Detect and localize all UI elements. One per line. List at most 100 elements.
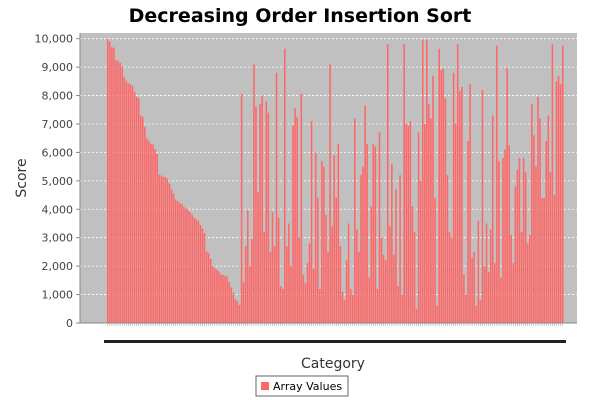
bar — [487, 271, 490, 323]
bar — [109, 41, 111, 323]
bar — [551, 44, 554, 324]
bar — [279, 286, 282, 323]
bar — [469, 84, 471, 324]
bar — [440, 69, 443, 324]
bar — [345, 260, 348, 323]
bar — [253, 64, 255, 324]
bar — [428, 104, 430, 323]
bar — [152, 144, 154, 323]
bar — [512, 263, 515, 323]
bar — [275, 72, 278, 323]
bar — [444, 98, 447, 323]
bar — [181, 204, 183, 323]
bar — [146, 138, 148, 323]
bar — [539, 118, 541, 323]
bar — [485, 223, 488, 323]
bar — [119, 62, 121, 323]
bar — [529, 234, 531, 323]
bar — [467, 141, 469, 323]
bar — [187, 209, 189, 323]
bar — [244, 246, 247, 323]
bar — [277, 217, 280, 323]
y-tick-label: 10,000 — [35, 33, 74, 46]
bar — [496, 45, 498, 323]
y-axis-label: Score — [14, 158, 30, 197]
bar — [508, 145, 510, 323]
bar — [271, 212, 274, 323]
bar — [257, 192, 259, 323]
bar — [436, 305, 438, 323]
bar — [491, 115, 494, 323]
bar — [533, 135, 535, 323]
bar — [500, 277, 502, 323]
bar — [471, 257, 473, 323]
bar — [354, 118, 356, 323]
bars — [107, 39, 564, 324]
bar — [174, 199, 177, 323]
bar — [380, 237, 383, 323]
bar — [477, 220, 480, 323]
bar — [306, 263, 309, 323]
bar — [288, 223, 290, 323]
y-tick-label: 2,000 — [42, 260, 74, 273]
bar — [123, 76, 126, 323]
y-tick-label: 0 — [66, 317, 73, 330]
bar — [117, 60, 119, 324]
bar — [547, 115, 550, 323]
bar — [543, 197, 545, 323]
bar — [189, 212, 191, 323]
bar — [459, 91, 461, 323]
bar — [347, 223, 350, 323]
bar — [327, 251, 329, 323]
bar — [135, 96, 138, 323]
bar — [395, 189, 397, 323]
bar — [337, 143, 340, 323]
bar — [321, 160, 323, 323]
bar — [207, 252, 210, 323]
bar — [510, 234, 513, 323]
bar — [339, 246, 342, 323]
bar — [224, 275, 226, 323]
bar — [249, 266, 251, 323]
y-tick-label: 5,000 — [42, 175, 74, 188]
legend-label: Array Values — [273, 380, 342, 393]
bar — [240, 93, 243, 323]
bar — [216, 269, 218, 323]
bar — [211, 266, 214, 323]
bar — [199, 224, 202, 323]
bar — [479, 300, 482, 323]
bar — [430, 118, 432, 323]
legend-swatch — [261, 382, 269, 390]
bar — [195, 219, 198, 323]
bar — [368, 277, 370, 323]
bar — [362, 166, 364, 323]
bar — [419, 180, 422, 323]
bar — [222, 274, 224, 323]
bar — [290, 266, 292, 323]
bar — [504, 149, 506, 323]
bar — [483, 266, 486, 323]
bar — [228, 282, 230, 323]
bar — [142, 116, 144, 324]
bar — [411, 206, 414, 323]
bar — [351, 294, 354, 323]
bar — [314, 152, 317, 323]
bar — [559, 84, 562, 324]
bar — [502, 158, 504, 323]
bar — [281, 288, 284, 323]
bar — [232, 292, 235, 323]
bar — [494, 263, 496, 323]
bar — [465, 294, 467, 323]
bar — [121, 66, 123, 324]
bar — [234, 299, 237, 323]
bar — [553, 195, 556, 323]
bar — [191, 214, 193, 323]
bar — [197, 220, 200, 323]
bar — [115, 60, 117, 323]
bar — [133, 91, 136, 323]
bar — [374, 146, 377, 323]
bar — [261, 95, 263, 323]
bar — [370, 206, 373, 323]
bar — [164, 177, 167, 323]
bar — [498, 160, 500, 323]
